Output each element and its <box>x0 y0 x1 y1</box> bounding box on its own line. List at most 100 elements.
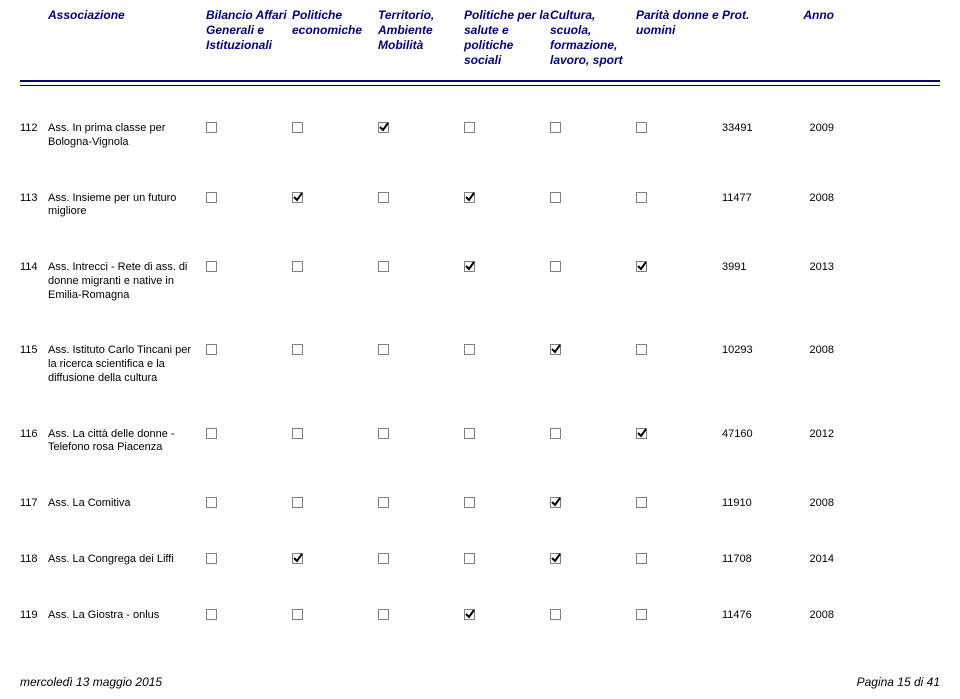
checkbox-cell <box>550 553 636 564</box>
table-body: 112Ass. In prima classe per Bologna-Vign… <box>20 86 940 622</box>
header-economiche: Politiche economiche <box>292 8 378 38</box>
header-salute: Politiche per la salute e politiche soci… <box>464 8 550 68</box>
table-row: 114Ass. Intrecci - Rete di ass. di donne… <box>20 261 940 302</box>
checkbox-cell <box>292 609 378 620</box>
checkbox-cell <box>378 497 464 508</box>
row-prot: 11708 <box>722 553 778 565</box>
checkbox-icon <box>550 192 561 203</box>
checkbox-icon <box>206 497 217 508</box>
checkbox-icon <box>550 553 561 564</box>
row-prot: 10293 <box>722 344 778 356</box>
checkbox-icon <box>636 497 647 508</box>
checkbox-cell <box>206 344 292 355</box>
checkbox-cell <box>636 122 722 133</box>
checkbox-icon <box>464 344 475 355</box>
row-association-name: Ass. La Congrega dei Liffi <box>48 553 206 567</box>
header-anno: Anno <box>778 8 834 23</box>
row-number: 118 <box>20 553 48 565</box>
checkbox-cell <box>378 192 464 203</box>
checkbox-cell <box>550 428 636 439</box>
checkbox-cell <box>206 609 292 620</box>
checkbox-cell <box>292 344 378 355</box>
row-association-name: Ass. La Giostra - onlus <box>48 609 206 623</box>
row-number: 119 <box>20 609 48 621</box>
checkbox-icon <box>292 428 303 439</box>
row-prot: 11910 <box>722 497 778 509</box>
table-row: 113Ass. Insieme per un futuro migliore11… <box>20 192 940 220</box>
checkbox-icon <box>378 428 389 439</box>
checkbox-cell <box>206 497 292 508</box>
checkbox-cell <box>292 497 378 508</box>
checkbox-icon <box>206 344 217 355</box>
checkbox-icon <box>464 261 475 272</box>
checkbox-icon <box>378 497 389 508</box>
checkbox-icon <box>206 428 217 439</box>
row-anno: 2009 <box>778 122 834 134</box>
checkbox-icon <box>378 192 389 203</box>
checkbox-cell <box>206 122 292 133</box>
checkbox-icon <box>464 192 475 203</box>
checkbox-cell <box>206 192 292 203</box>
row-anno: 2013 <box>778 261 834 273</box>
checkbox-icon <box>206 192 217 203</box>
row-prot: 11477 <box>722 192 778 204</box>
row-number: 113 <box>20 192 48 204</box>
checkbox-icon <box>206 261 217 272</box>
row-prot: 11476 <box>722 609 778 621</box>
row-anno: 2012 <box>778 428 834 440</box>
row-prot: 33491 <box>722 122 778 134</box>
row-association-name: Ass. La Comitiva <box>48 497 206 511</box>
table-header-row: Associazione Bilancio Affari Generali e … <box>20 8 940 80</box>
checkbox-icon <box>636 609 647 620</box>
checkbox-cell <box>636 428 722 439</box>
header-prot: Prot. <box>722 8 778 23</box>
checkbox-cell <box>464 609 550 620</box>
row-prot: 47160 <box>722 428 778 440</box>
checkbox-cell <box>206 261 292 272</box>
row-anno: 2008 <box>778 609 834 621</box>
page-footer: mercoledì 13 maggio 2015 Pagina 15 di 41 <box>20 675 940 689</box>
checkbox-icon <box>292 261 303 272</box>
row-anno: 2008 <box>778 192 834 204</box>
header-territorio: Territorio, Ambiente Mobilità <box>378 8 464 53</box>
checkbox-cell <box>464 428 550 439</box>
header-cultura: Cultura, scuola, formazione, lavoro, spo… <box>550 8 636 68</box>
checkbox-icon <box>550 609 561 620</box>
row-association-name: Ass. Istituto Carlo Tincani per la ricer… <box>48 344 206 385</box>
checkbox-icon <box>464 497 475 508</box>
checkbox-cell <box>292 428 378 439</box>
table-row: 116Ass. La città delle donne - Telefono … <box>20 428 940 456</box>
checkbox-cell <box>636 261 722 272</box>
checkbox-cell <box>378 428 464 439</box>
table-row: 118Ass. La Congrega dei Liffi117082014 <box>20 553 940 567</box>
checkbox-cell <box>636 192 722 203</box>
checkbox-icon <box>636 428 647 439</box>
checkbox-icon <box>378 344 389 355</box>
row-association-name: Ass. La città delle donne - Telefono ros… <box>48 428 206 456</box>
row-association-name: Ass. In prima classe per Bologna-Vignola <box>48 122 206 150</box>
row-anno: 2008 <box>778 344 834 356</box>
checkbox-cell <box>464 497 550 508</box>
row-number: 114 <box>20 261 48 273</box>
checkbox-cell <box>550 609 636 620</box>
checkbox-icon <box>378 261 389 272</box>
checkbox-cell <box>464 553 550 564</box>
row-prot: 3991 <box>722 261 778 273</box>
checkbox-icon <box>464 122 475 133</box>
checkbox-cell <box>636 609 722 620</box>
checkbox-cell <box>292 192 378 203</box>
checkbox-cell <box>550 122 636 133</box>
row-number: 116 <box>20 428 48 440</box>
checkbox-icon <box>378 553 389 564</box>
checkbox-cell <box>550 344 636 355</box>
checkbox-icon <box>378 122 389 133</box>
checkbox-icon <box>636 261 647 272</box>
checkbox-cell <box>636 497 722 508</box>
table-row: 117Ass. La Comitiva119102008 <box>20 497 940 511</box>
checkbox-icon <box>464 609 475 620</box>
checkbox-icon <box>636 192 647 203</box>
checkbox-cell <box>292 122 378 133</box>
header-associazione: Associazione <box>48 8 206 23</box>
checkbox-icon <box>206 122 217 133</box>
checkbox-cell <box>550 497 636 508</box>
